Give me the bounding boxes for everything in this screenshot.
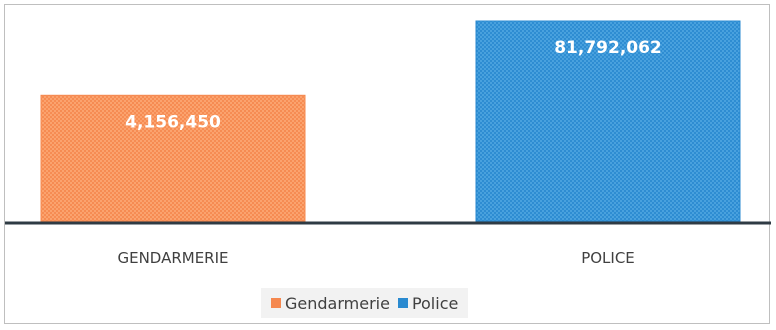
legend-label-police: Police [411,293,459,313]
bar-police [475,20,741,222]
category-label-gendarmerie: GENDARMERIE [117,249,228,267]
category-label-police: POLICE [581,249,635,267]
legend-swatch-gendarmerie [271,298,281,308]
legend-item-police: Police [397,293,459,313]
legend-swatch-police [397,298,408,308]
data-label-gendarmerie: 4,156,450 [125,112,221,132]
chart-frame: 4,156,450 81,792,062 GENDARMERIE POLICE G… [4,4,771,324]
data-label-police: 81,792,062 [554,38,662,58]
legend-item-gendarmerie: Gendarmerie [271,294,390,313]
legend-label-gendarmerie: Gendarmerie [285,293,390,313]
legend: Gendarmerie Police [261,288,469,318]
bar-gendarmerie [40,94,306,222]
bar-chart: 4,156,450 81,792,062 GENDARMERIE POLICE [5,20,771,267]
